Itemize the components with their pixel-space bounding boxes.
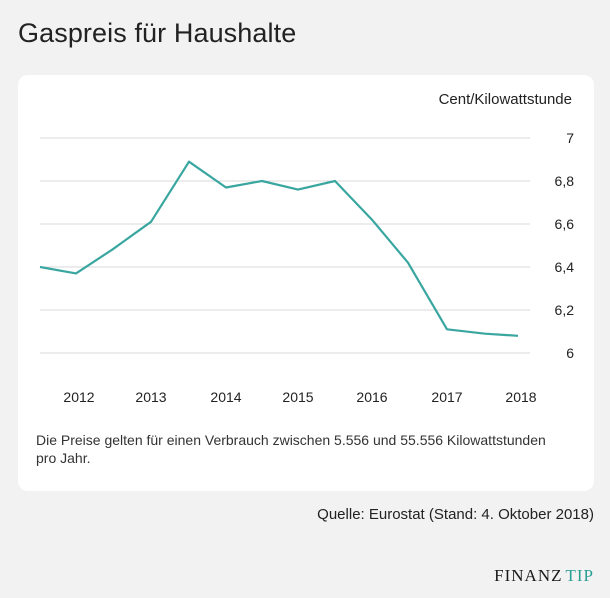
y-tick-label: 6 bbox=[566, 345, 574, 361]
chart-title: Gaspreis für Haushalte bbox=[18, 18, 297, 48]
y-tick-label: 6,4 bbox=[555, 259, 575, 275]
footnote: Die Preise gelten für einen Verbrauch zw… bbox=[36, 432, 546, 466]
chart-card: Cent/Kilowattstunde 6 6,2 6,4 6,6 6,8 7 2012 20… bbox=[18, 75, 594, 491]
y-tick-label: 6,6 bbox=[555, 216, 575, 232]
x-tick-label: 2015 bbox=[282, 389, 313, 405]
x-tick-label: 2016 bbox=[356, 389, 387, 405]
y-tick-label: 6,2 bbox=[555, 302, 575, 318]
x-tick-label: 2012 bbox=[63, 389, 94, 405]
x-tick-label: 2013 bbox=[135, 389, 166, 405]
y-tick-label: 6,8 bbox=[555, 173, 575, 189]
x-tick-label: 2017 bbox=[431, 389, 462, 405]
logo-text-main: FINANZ bbox=[494, 566, 563, 585]
source-note: Quelle: Eurostat (Stand: 4. Oktober 2018… bbox=[317, 506, 594, 523]
x-tick-label: 2018 bbox=[505, 389, 536, 405]
finanztip-logo: FINANZ TIP bbox=[494, 566, 594, 586]
series-line bbox=[39, 160, 519, 337]
x-tick-label: 2014 bbox=[210, 389, 241, 405]
y-tick-label: 7 bbox=[566, 130, 574, 146]
line-chart: 6 6,2 6,4 6,6 6,8 7 2012 2013 2014 2015 2016 2017 20… bbox=[39, 130, 575, 405]
y-axis-unit-label: Cent/Kilowattstunde bbox=[438, 91, 572, 108]
logo-text-accent: TIP bbox=[565, 566, 594, 585]
